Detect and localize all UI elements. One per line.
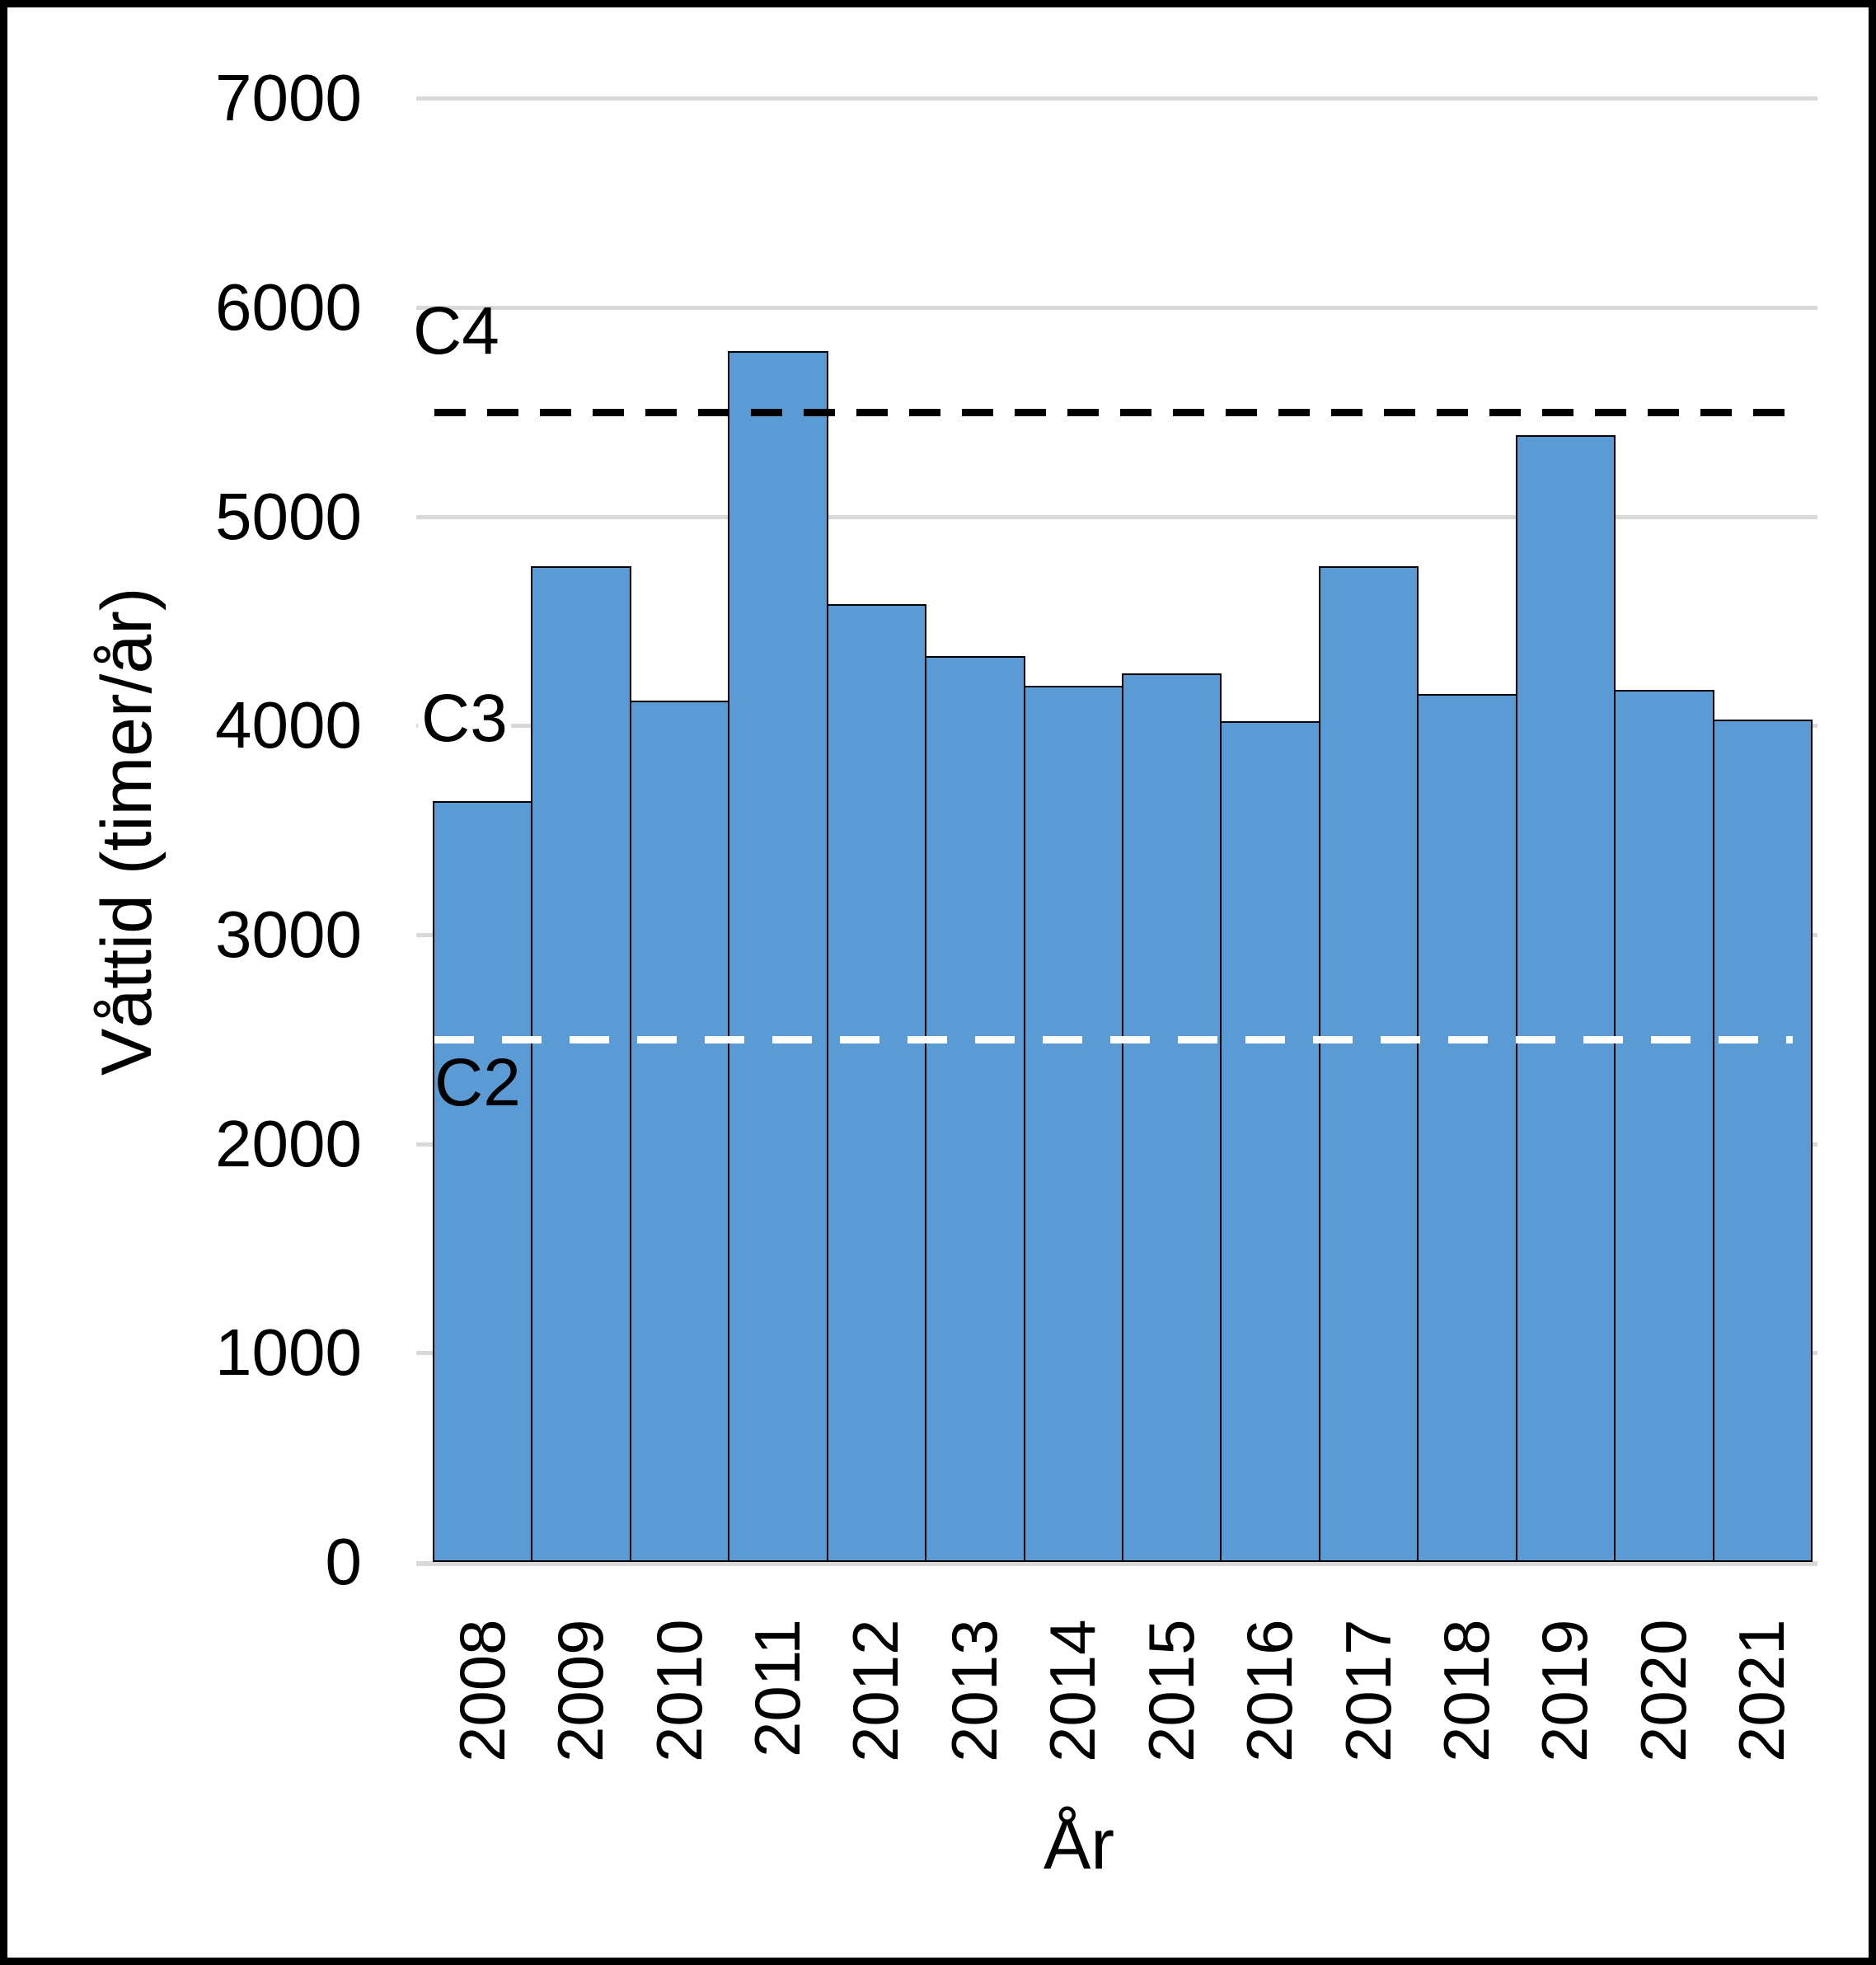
threshold-label-c2: C2 [434,1045,521,1120]
x-tick-label-2018: 2018 [1430,1619,1503,1762]
y-axis-title: Våttid (timer/år) [87,587,166,1076]
x-tick-label-2010: 2010 [642,1619,715,1762]
bar-2013 [925,656,1025,1562]
bar-2015 [1122,673,1222,1562]
bar-2019 [1515,434,1616,1562]
x-tick-label-2021: 2021 [1725,1619,1799,1762]
y-tick-label-7000: 7000 [215,61,362,135]
bar-2011 [728,351,828,1562]
x-axis-line [416,1561,1817,1566]
y-tick-label-2000: 2000 [215,1106,362,1180]
c4-threshold-line [434,408,1793,416]
bar-2017 [1318,566,1419,1562]
x-tick-label-2016: 2016 [1233,1619,1306,1762]
x-tick-label-2013: 2013 [937,1619,1011,1762]
x-tick-label-2020: 2020 [1626,1619,1700,1762]
y-tick-label-4000: 4000 [215,688,362,762]
bar-2008 [433,800,533,1562]
bar-2016 [1220,721,1320,1562]
bar-2020 [1614,690,1714,1562]
x-axis-title: År [1044,1805,1114,1884]
x-tick-label-2009: 2009 [544,1619,617,1762]
x-tick-label-2008: 2008 [445,1619,518,1762]
gridline-5000 [416,514,1817,519]
y-tick-label-6000: 6000 [215,270,362,344]
y-tick-label-0: 0 [325,1525,363,1598]
y-tick-label-1000: 1000 [215,1315,362,1390]
x-tick-label-2014: 2014 [1036,1619,1109,1762]
x-tick-label-2011: 2011 [741,1619,814,1757]
c2-threshold-line [434,1035,1793,1043]
bar-2010 [629,700,730,1562]
x-tick-label-2012: 2012 [839,1619,912,1762]
threshold-label-c4: C4 [413,293,499,368]
bar-2018 [1417,694,1517,1562]
y-tick-label-3000: 3000 [215,897,362,971]
gridline-7000 [416,96,1817,101]
bar-2009 [531,566,631,1562]
x-tick-label-2019: 2019 [1528,1619,1602,1762]
bar-2014 [1023,685,1123,1562]
y-tick-label-5000: 5000 [215,479,362,553]
x-tick-label-2017: 2017 [1331,1619,1405,1762]
bar-2012 [826,604,927,1562]
gridline-6000 [416,305,1817,310]
threshold-label-c3: C3 [418,682,511,756]
x-tick-label-2015: 2015 [1134,1619,1208,1762]
bar-2021 [1712,719,1813,1562]
